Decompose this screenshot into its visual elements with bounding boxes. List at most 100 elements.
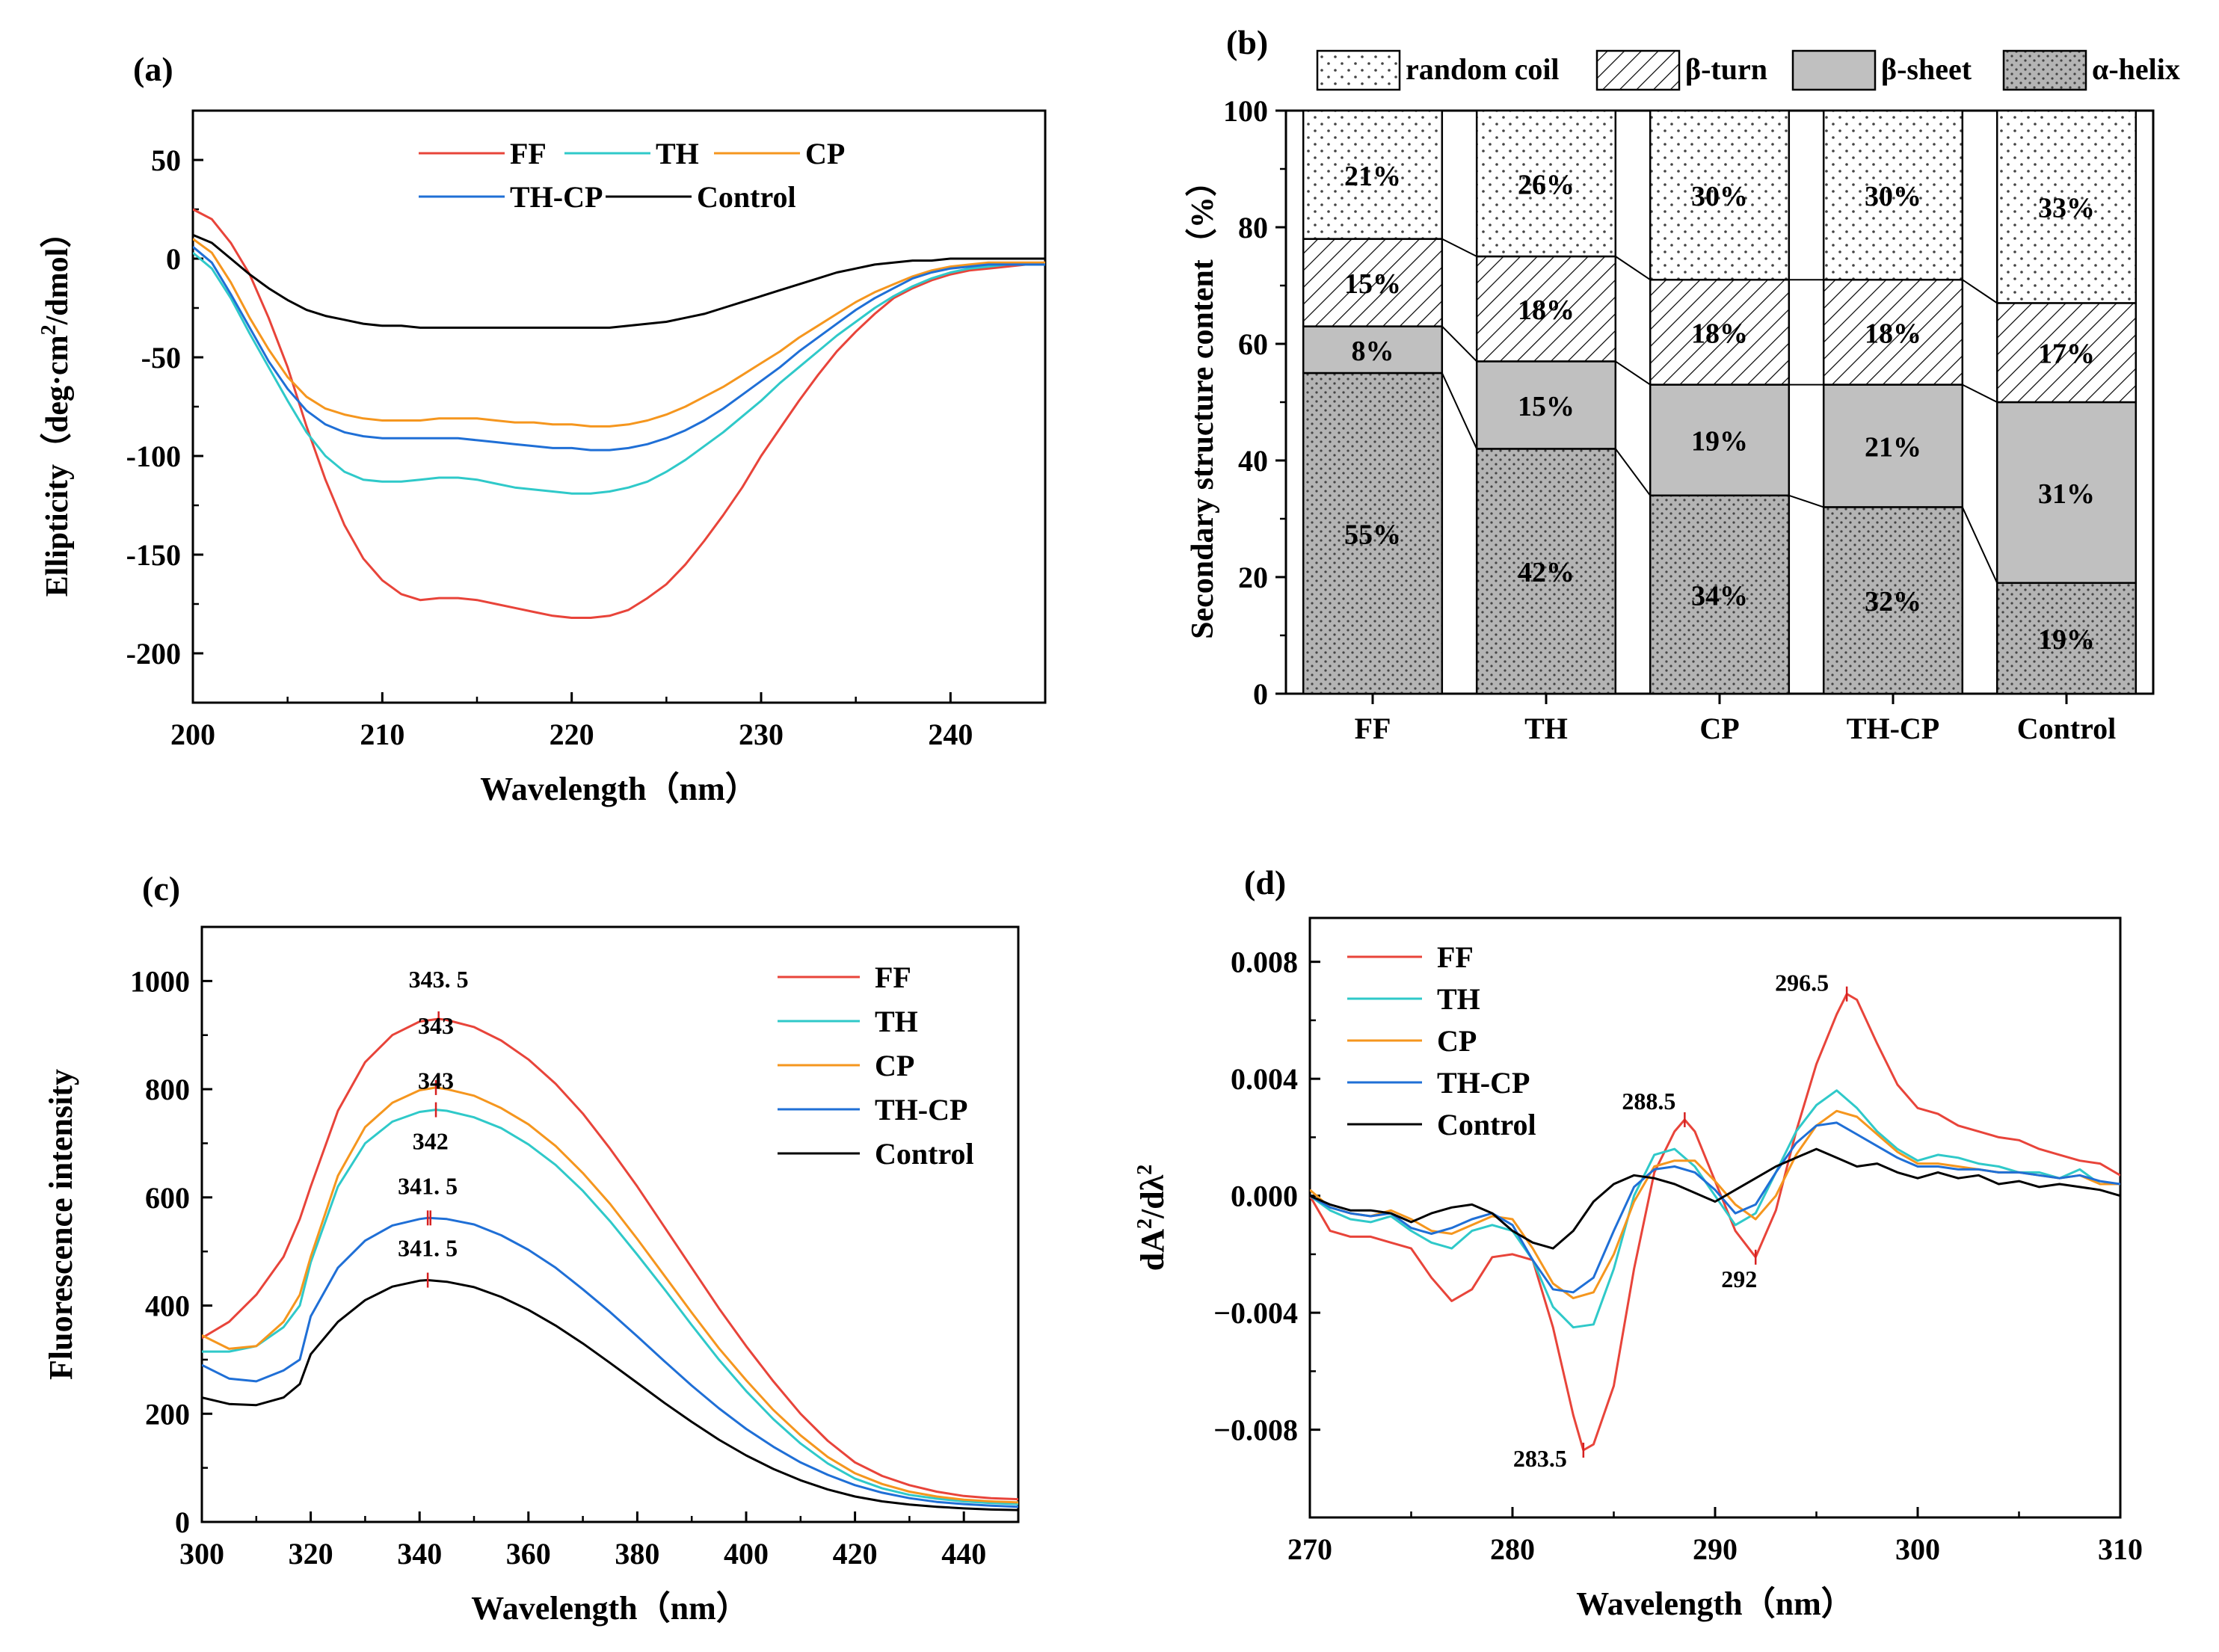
legend-swatch-helix <box>2002 49 2087 91</box>
series-line-th-cp <box>1310 1121 2120 1294</box>
bar-helix-control <box>1995 582 2138 695</box>
y-tick-label: 0.000 <box>1231 1180 1298 1213</box>
peak-label: 292 <box>1721 1266 1757 1292</box>
bar-turn-th-cp <box>1822 278 1964 386</box>
legend-swatch-turn <box>1595 49 1681 91</box>
bar-helix-th-cp <box>1822 506 1964 695</box>
series-line-ff <box>193 208 1045 619</box>
y-axis-label: Secondary structure content（%） <box>1185 165 1220 639</box>
legend-label-th-cp: TH-CP <box>1437 1066 1530 1100</box>
x-tick-label: 270 <box>1287 1532 1332 1566</box>
bar-random-coil-th-cp <box>1822 109 1964 281</box>
y-tick-label: 50 <box>151 144 181 177</box>
bar-turn-th <box>1475 255 1617 363</box>
data-label: 8% <box>1352 336 1394 367</box>
data-label: 15% <box>1344 268 1401 300</box>
x-tick-label: 200 <box>170 718 215 751</box>
y-tick-label: -150 <box>126 538 181 572</box>
legend-label-cp: CP <box>805 137 845 170</box>
y-axis-label: Fluorescence intensity <box>43 1069 79 1380</box>
legend-label-control: Control <box>1437 1108 1536 1141</box>
connector-line <box>1615 256 1651 281</box>
legend-label-random-coil: random coil <box>1406 52 1560 86</box>
data-label: 18% <box>1691 318 1748 349</box>
peak-label: 288.5 <box>1622 1088 1675 1115</box>
x-tick-label: 290 <box>1693 1532 1738 1566</box>
connector-line <box>1615 360 1651 386</box>
series-line-ff <box>1310 993 2120 1452</box>
legend-label-ff: FF <box>1437 940 1474 974</box>
series-line-th <box>202 1109 1018 1505</box>
bar-turn-ff <box>1302 238 1444 327</box>
legend-label-th-cp: TH-CP <box>875 1093 967 1126</box>
plot-frame <box>1308 916 2122 1519</box>
x-tick-label: 400 <box>724 1537 769 1571</box>
data-label: 30% <box>1865 181 1921 212</box>
legend: FF TH CP TH-CP Control <box>778 961 974 1171</box>
connector-line <box>1788 494 1824 508</box>
series-line-cp <box>1310 1109 2120 1300</box>
data-label: 30% <box>1691 181 1748 212</box>
data-label: 19% <box>1691 426 1748 457</box>
y-tick-label: -200 <box>126 637 181 671</box>
connector-line <box>1614 448 1652 496</box>
series-line-control <box>193 233 1045 329</box>
y-axis-label: dA2/dλ2 <box>1133 1165 1171 1272</box>
legend-label-th: TH <box>656 137 699 170</box>
y-tick-label: 0 <box>1253 677 1268 711</box>
legend-label-sheet: β-sheet <box>1881 52 1972 86</box>
legend-label-ff: FF <box>875 961 911 994</box>
x-axis-label: Wavelength（nm） <box>471 1590 749 1627</box>
panel-label: (a) <box>133 50 173 88</box>
legend-label-th-cp: TH-CP <box>510 180 603 214</box>
series-line-th <box>1310 1089 2120 1329</box>
series-line-control <box>1310 1147 2120 1250</box>
peak-label: 343. 5 <box>409 966 469 993</box>
data-label: 55% <box>1344 520 1401 551</box>
x-tick-label: 340 <box>397 1537 442 1571</box>
y-tick-label: 0.004 <box>1231 1062 1298 1096</box>
data-label: 21% <box>1344 161 1401 192</box>
legend-label-control: Control <box>697 180 796 214</box>
legend-label-cp: CP <box>875 1049 914 1082</box>
panel-c-fluorescence: 300 320 340 360 380 400 420 440 0 200 400 600 800 100… <box>43 869 1020 1627</box>
data-label: 42% <box>1518 557 1575 588</box>
x-axis-label: Wavelength（nm） <box>480 771 758 807</box>
series-line-th <box>193 251 1045 495</box>
connector-line <box>1441 372 1478 449</box>
y-axis-label: Ellipticity（deg·cm2/dmol） <box>37 217 75 597</box>
series-line-control <box>202 1279 1018 1511</box>
y-tick-label: 0.008 <box>1231 946 1298 979</box>
peak-label: 283.5 <box>1513 1445 1567 1472</box>
x-tick-label: 300 <box>1895 1532 1940 1566</box>
series-line-th-cp <box>202 1216 1018 1508</box>
data-label: 31% <box>2038 478 2095 510</box>
series-line-ff <box>202 1017 1018 1501</box>
y-axis-label-sup: 2 <box>1133 1165 1157 1175</box>
bar-random-coil-control <box>1995 109 2138 304</box>
legend-label-cp: CP <box>1437 1024 1477 1058</box>
x-tick-label: 300 <box>179 1537 224 1571</box>
panel-b-secondary-structure: (b) 0 20 40 60 80 100 Secondary structure conte… <box>1185 23 2180 745</box>
x-tick-label: CP <box>1699 712 1739 745</box>
x-axis-label: Wavelength（nm） <box>1576 1585 1854 1622</box>
x-tick-label: 320 <box>289 1537 333 1571</box>
y-tick-label: -50 <box>141 341 181 375</box>
connector-line <box>1962 279 1998 304</box>
connector-line <box>1441 238 1477 257</box>
data-label: 19% <box>2038 624 2095 656</box>
y-axis-label-part: /dmol） <box>40 217 75 326</box>
legend-label-th: TH <box>1437 982 1480 1016</box>
peak-label: 343 <box>418 1012 454 1039</box>
data-label: 17% <box>2038 339 2095 370</box>
x-tick-label: TH <box>1524 712 1568 745</box>
x-tick-label: 280 <box>1490 1532 1535 1566</box>
x-tick-label: 420 <box>833 1537 878 1571</box>
data-label: 21% <box>1865 432 1921 463</box>
series-line-cp <box>202 1086 1018 1504</box>
y-axis-label-sup: 2 <box>37 324 61 335</box>
data-label: 33% <box>2038 193 2095 224</box>
data-label: 18% <box>1865 318 1921 349</box>
panel-d-second-derivative: 270 280 290 300 310 −0.008 −0.004 0.000 0.004 0.0… <box>1133 863 2143 1622</box>
